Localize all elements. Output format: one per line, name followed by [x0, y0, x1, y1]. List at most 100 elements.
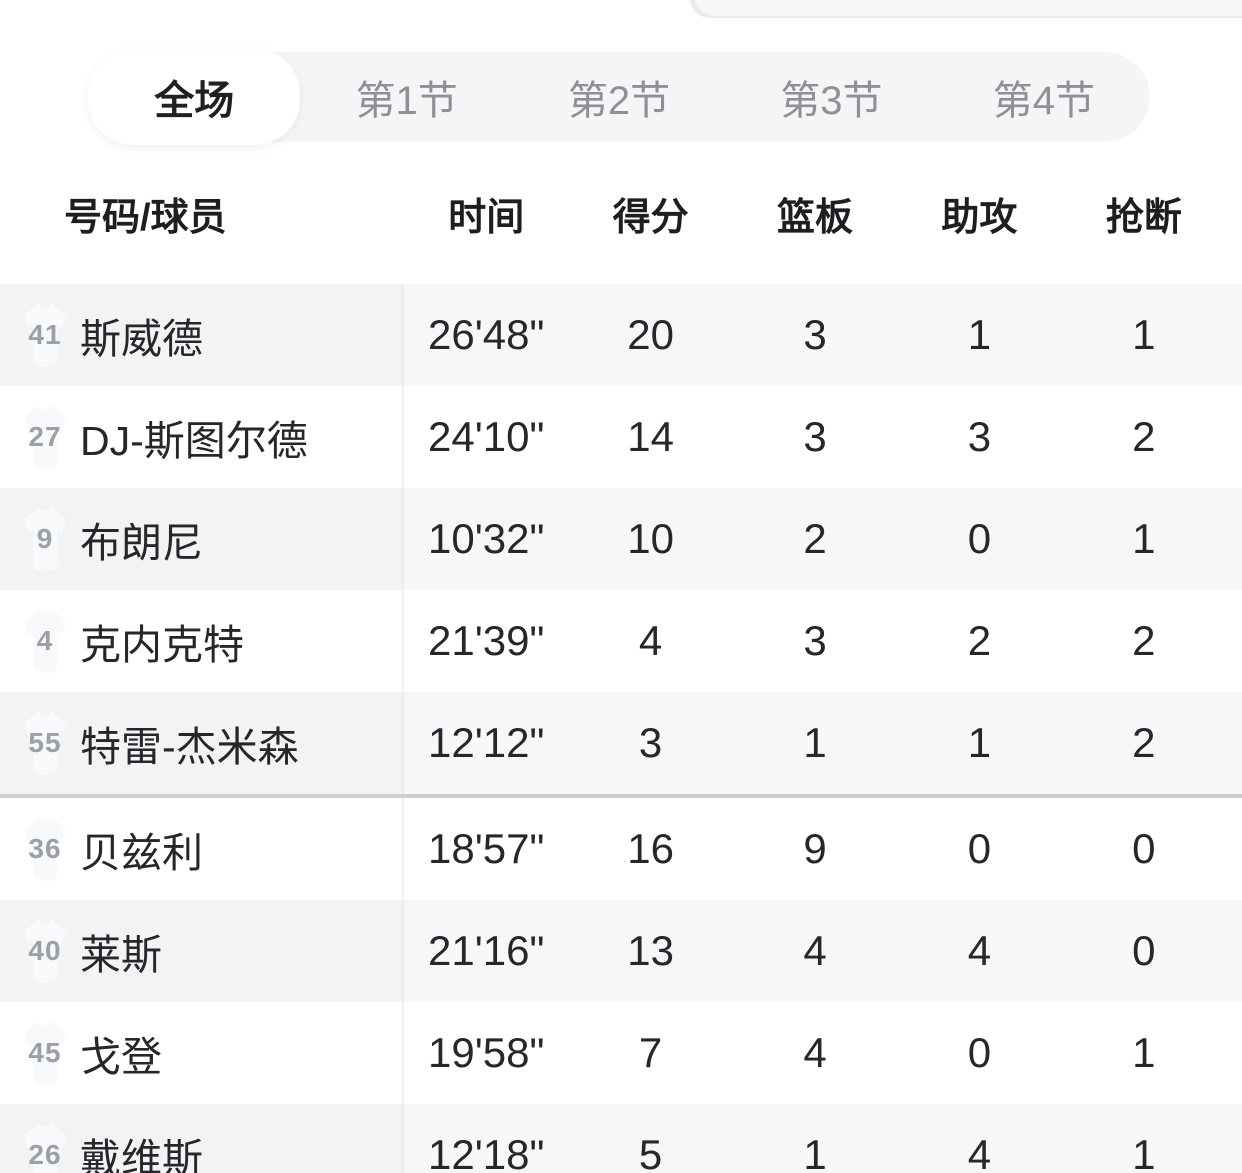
stat-cells: 21'39" 4 3 2 2 [404, 590, 1242, 692]
jersey-icon: 40 [14, 915, 76, 987]
jersey-icon: 41 [14, 299, 76, 371]
player-row[interactable]: 27 DJ-斯图尔德 24'10" 14 3 3 2 [0, 386, 1242, 488]
jersey-icon: 9 [14, 503, 76, 575]
player-row[interactable]: 9 布朗尼 10'32" 10 2 0 1 [0, 488, 1242, 590]
jersey-number: 36 [28, 833, 62, 864]
player-cell: 9 布朗尼 [0, 488, 404, 590]
stat-steals: 1 [1132, 311, 1156, 358]
stat-points: 7 [638, 1029, 663, 1076]
tab-label: 第1节 [355, 79, 458, 123]
player-cell: 55 特雷-杰米森 [0, 692, 404, 794]
stat-cells: 24'10" 14 3 3 2 [404, 386, 1242, 488]
stat-assists: 0 [967, 825, 992, 872]
jersey-icon: 45 [14, 1017, 76, 1089]
tab-q3[interactable]: 第3节 [725, 52, 937, 142]
stat-cells: 21'16" 13 4 4 0 [404, 900, 1242, 1002]
jersey-icon: 55 [14, 707, 76, 779]
header-player-col: 号码/球员 [64, 197, 227, 239]
jersey-icon: 4 [14, 605, 76, 677]
header-points: 得分 [612, 197, 689, 239]
stat-steals: 1 [1132, 1131, 1156, 1173]
stat-assists: 3 [967, 413, 992, 460]
starters-bench-divider [0, 794, 1242, 798]
tab-q4[interactable]: 第4节 [938, 52, 1150, 142]
player-row[interactable]: 4 克内克特 21'39" 4 3 2 2 [0, 590, 1242, 692]
stat-cells: 18'57" 16 9 0 0 [404, 798, 1242, 900]
jersey-icon: 36 [14, 813, 76, 885]
tab-q1[interactable]: 第1节 [300, 52, 512, 142]
player-cell: 4 克内克特 [0, 590, 404, 692]
stat-assists: 4 [967, 927, 992, 974]
stat-cells: 10'32" 10 2 0 1 [404, 488, 1242, 590]
jersey-number: 4 [36, 625, 54, 656]
stat-rebounds: 1 [803, 719, 827, 766]
player-name: 戴维斯 [80, 1136, 203, 1173]
player-name: 斯威德 [80, 316, 203, 362]
stat-assists: 0 [967, 515, 992, 562]
stat-time: 21'16" [428, 927, 545, 974]
player-name: 克内克特 [80, 622, 244, 668]
stat-points: 5 [638, 1131, 663, 1173]
jersey-number: 27 [28, 421, 62, 452]
stat-points: 14 [627, 413, 674, 460]
stat-time: 12'12" [428, 719, 545, 766]
stat-rebounds: 3 [803, 311, 827, 358]
table-header-row: 号码/球员 时间 得分 篮板 助攻 抢断 [0, 143, 1242, 284]
player-stats-table: 号码/球员 时间 得分 篮板 助攻 抢断 41 斯威德 26'48" 20 3 [0, 143, 1242, 1173]
tab-q2[interactable]: 第2节 [513, 52, 725, 142]
tab-label: 第3节 [780, 79, 883, 123]
player-name: 布朗尼 [80, 520, 203, 566]
stat-rebounds: 1 [803, 1131, 827, 1173]
player-row[interactable]: 41 斯威德 26'48" 20 3 1 1 [0, 284, 1242, 386]
stat-cells: 12'12" 3 1 1 2 [404, 692, 1242, 794]
stat-time: 10'32" [428, 515, 545, 562]
stat-rebounds: 4 [803, 927, 827, 974]
header-stat-cols: 时间 得分 篮板 助攻 抢断 [404, 186, 1242, 241]
header-rebounds: 篮板 [777, 197, 854, 239]
stat-points: 4 [638, 617, 663, 664]
tab-label: 第2节 [567, 79, 671, 123]
header-steals: 抢断 [1105, 197, 1182, 239]
player-row[interactable]: 55 特雷-杰米森 12'12" 3 1 1 2 [0, 692, 1242, 794]
player-name: 特雷-杰米森 [80, 724, 299, 770]
tab-label: 第4节 [992, 79, 1095, 123]
stat-steals: 0 [1132, 825, 1156, 872]
jersey-number: 9 [36, 523, 54, 554]
stat-time: 18'57" [428, 825, 545, 872]
player-name: 莱斯 [80, 932, 162, 978]
stat-points: 10 [627, 515, 674, 562]
jersey-number: 41 [28, 319, 62, 350]
jersey-icon: 27 [14, 401, 76, 473]
header-time: 时间 [448, 197, 525, 239]
stat-cells: 26'48" 20 3 1 1 [404, 284, 1242, 386]
stat-assists: 4 [967, 1131, 992, 1173]
player-row[interactable]: 26 戴维斯 12'18" 5 1 4 1 [0, 1104, 1242, 1173]
player-row[interactable]: 40 莱斯 21'16" 13 4 4 0 [0, 900, 1242, 1002]
stat-points: 13 [627, 927, 674, 974]
player-cell: 36 贝兹利 [0, 798, 404, 900]
stat-time: 12'18" [428, 1131, 545, 1173]
jersey-number: 45 [28, 1037, 62, 1068]
stat-time: 26'48" [428, 311, 545, 358]
stat-steals: 1 [1132, 1029, 1156, 1076]
jersey-number: 55 [28, 727, 62, 758]
stat-rebounds: 4 [803, 1029, 827, 1076]
stat-cells: 19'58" 7 4 0 1 [404, 1002, 1242, 1104]
stat-points: 20 [627, 311, 674, 358]
stat-steals: 2 [1132, 617, 1156, 664]
stat-rebounds: 3 [803, 413, 827, 460]
stat-time: 21'39" [428, 617, 545, 664]
stat-points: 16 [627, 825, 674, 872]
player-row[interactable]: 45 戈登 19'58" 7 4 0 1 [0, 1002, 1242, 1104]
stat-points: 3 [638, 719, 663, 766]
jersey-number: 40 [28, 935, 62, 966]
quarter-tabs: 全场 第1节 第2节 第3节 第4节 [88, 49, 1150, 145]
jersey-number: 26 [28, 1139, 62, 1170]
stat-assists: 1 [967, 719, 992, 766]
tab-full-game[interactable]: 全场 [88, 49, 301, 145]
header-assists: 助攻 [941, 197, 1018, 239]
stat-assists: 0 [967, 1029, 992, 1076]
stat-time: 19'58" [428, 1029, 545, 1076]
stat-rebounds: 3 [803, 617, 827, 664]
player-row[interactable]: 36 贝兹利 18'57" 16 9 0 0 [0, 798, 1242, 900]
